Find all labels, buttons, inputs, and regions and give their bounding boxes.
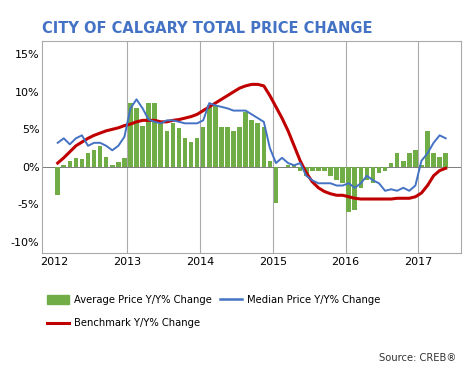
Bar: [171, 124, 175, 167]
Bar: [438, 157, 442, 167]
Bar: [250, 119, 254, 167]
Bar: [213, 105, 218, 167]
Bar: [310, 167, 314, 170]
Bar: [377, 167, 381, 173]
Bar: [201, 127, 205, 167]
Bar: [74, 158, 78, 167]
Bar: [286, 165, 290, 167]
Bar: [189, 142, 193, 167]
Bar: [261, 127, 266, 167]
Bar: [431, 153, 436, 167]
Bar: [352, 167, 357, 210]
Bar: [164, 131, 169, 167]
Legend: Benchmark Y/Y% Change: Benchmark Y/Y% Change: [47, 318, 200, 328]
Text: CITY OF CALGARY TOTAL PRICE CHANGE: CITY OF CALGARY TOTAL PRICE CHANGE: [42, 20, 373, 36]
Bar: [225, 127, 230, 167]
Bar: [231, 131, 236, 167]
Bar: [274, 167, 278, 203]
Bar: [62, 164, 66, 167]
Bar: [104, 157, 109, 167]
Bar: [146, 103, 151, 167]
Bar: [237, 127, 242, 167]
Bar: [425, 131, 430, 167]
Bar: [359, 167, 363, 188]
Bar: [316, 167, 321, 170]
Bar: [292, 165, 297, 167]
Bar: [346, 167, 351, 212]
Bar: [110, 164, 115, 167]
Bar: [55, 167, 60, 195]
Text: Source: CREB®: Source: CREB®: [378, 353, 456, 363]
Bar: [134, 108, 139, 167]
Bar: [177, 128, 181, 167]
Bar: [322, 167, 327, 170]
Bar: [304, 167, 308, 176]
Bar: [365, 167, 369, 180]
Bar: [158, 124, 163, 167]
Bar: [128, 103, 133, 167]
Bar: [116, 162, 121, 167]
Bar: [407, 153, 412, 167]
Bar: [195, 138, 199, 167]
Bar: [141, 126, 145, 167]
Bar: [219, 127, 224, 167]
Bar: [256, 124, 260, 167]
Bar: [183, 138, 187, 167]
Bar: [267, 161, 272, 167]
Bar: [334, 167, 339, 180]
Bar: [98, 146, 102, 167]
Bar: [419, 164, 424, 167]
Bar: [243, 112, 248, 167]
Bar: [371, 167, 375, 183]
Bar: [413, 150, 418, 167]
Bar: [328, 167, 333, 176]
Bar: [443, 153, 448, 167]
Bar: [298, 167, 303, 170]
Bar: [207, 105, 212, 167]
Bar: [86, 153, 90, 167]
Bar: [389, 163, 393, 167]
Bar: [122, 158, 126, 167]
Bar: [340, 167, 345, 183]
Bar: [383, 167, 387, 170]
Bar: [92, 150, 96, 167]
Bar: [401, 161, 406, 167]
Bar: [68, 161, 72, 167]
Bar: [152, 103, 157, 167]
Bar: [80, 159, 84, 167]
Bar: [395, 153, 400, 167]
